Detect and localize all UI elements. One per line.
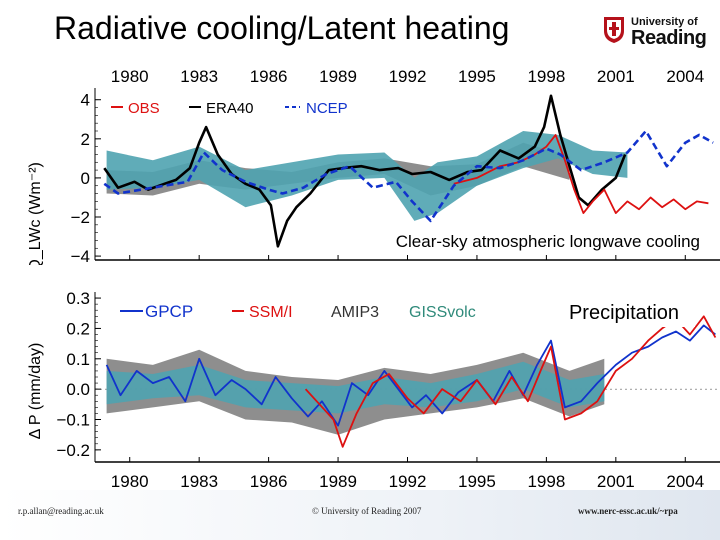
- bottom-y-tick-label-5: 0.3: [66, 289, 90, 308]
- slide-footer: r.p.allan@reading.ac.uk © University of …: [0, 490, 720, 540]
- top-y-tick-label-2: 0: [81, 169, 90, 188]
- legend-label-ncep: NCEP: [306, 100, 348, 117]
- slide-title: Radiative cooling/Latent heating: [54, 10, 510, 46]
- legend-label-era40: ERA40: [206, 100, 254, 117]
- bottom-y-tick-label-2: 0.0: [66, 380, 90, 399]
- top-x-tick-label-2001: 2001: [597, 67, 635, 86]
- top-series-ncep: [103, 129, 714, 223]
- bottom-x-tick-label-2001: 2001: [597, 472, 635, 491]
- precipitation-chart: 1980 1983 1986 1989 1992 1995 1998 2001 2004 −0.…: [27, 289, 720, 491]
- bottom-x-tick-label-1992: 1992: [389, 472, 427, 491]
- logo-line-1: University of: [631, 16, 698, 28]
- top-y-tick-label-4: 4: [81, 91, 90, 110]
- footer-email: r.p.allan@reading.ac.uk: [18, 506, 104, 516]
- bottom-x-axis-labels: 1980 1983 1986 1989 1992 1995 1998 2001 2004: [111, 472, 704, 491]
- logo-line-2: Reading: [631, 27, 707, 49]
- bottom-y-tick-label-4: 0.2: [66, 319, 90, 338]
- top-y-axis-label: Δ Q_LWc (Wm⁻²): [27, 162, 44, 265]
- top-y-tick-label-1: −2: [71, 208, 90, 227]
- top-x-tick-label-1989: 1989: [319, 67, 357, 86]
- legend-label-gissvolc: GISSvolc: [409, 304, 476, 321]
- top-x-tick-label-1980: 1980: [111, 67, 149, 86]
- bottom-x-tick-label-1989: 1989: [319, 472, 357, 491]
- bottom-series-gpcp: [105, 324, 716, 427]
- top-x-tick-label-1983: 1983: [180, 67, 218, 86]
- top-legend: OBS ERA40 NCEP: [111, 100, 348, 117]
- bottom-legend: GPCP SSM/I AMIP3 GISSvolc: [120, 302, 476, 321]
- bottom-y-tick-label-1: −0.1: [56, 411, 90, 430]
- footer-copyright: © University of Reading 2007: [312, 506, 422, 516]
- top-x-tick-label-1995: 1995: [458, 67, 496, 86]
- bottom-chart-title: Precipitation: [569, 302, 679, 324]
- top-x-tick-label-1998: 1998: [527, 67, 565, 86]
- bottom-y-tick-label-3: 0.1: [66, 350, 90, 369]
- legend-label-amip3: AMIP3: [331, 304, 379, 321]
- bottom-x-tick-label-1980: 1980: [111, 472, 149, 491]
- top-x-axis-labels: 1980 1983 1986 1989 1992 1995 1998 2001 2004: [111, 67, 704, 86]
- bottom-x-tick-label-1983: 1983: [180, 472, 218, 491]
- top-x-tick-label-1992: 1992: [389, 67, 427, 86]
- bottom-x-tick-label-2004: 2004: [666, 472, 704, 491]
- legend-label-obs: OBS: [128, 100, 160, 117]
- bottom-x-tick-label-1998: 1998: [527, 472, 565, 491]
- longwave-cooling-chart: 1980 1983 1986 1989 1992 1995 1998 2001 2004 −4 −…: [27, 67, 720, 265]
- legend-label-ssmi: SSM/I: [249, 304, 293, 321]
- university-logo: University of Reading: [603, 14, 713, 50]
- bottom-y-tick-label-0: −0.2: [56, 441, 90, 460]
- chart-title-box: [553, 295, 695, 327]
- footer-url: www.nerc-essc.ac.uk/~rpa: [578, 506, 678, 516]
- crest-icon: [604, 17, 624, 43]
- top-y-tick-label-0: −4: [71, 247, 90, 265]
- top-x-tick-label-2004: 2004: [666, 67, 704, 86]
- bottom-y-axis-label: Δ P (mm/day): [27, 343, 44, 440]
- top-chart-title: Clear-sky atmospheric longwave cooling: [396, 232, 700, 251]
- bottom-band-gissvolc: [106, 361, 605, 414]
- top-y-tick-label-3: 2: [81, 130, 90, 149]
- bottom-series-ssm-i: [304, 315, 717, 448]
- top-x-tick-label-1986: 1986: [250, 67, 288, 86]
- bottom-x-tick-label-1995: 1995: [458, 472, 496, 491]
- bottom-x-tick-label-1986: 1986: [250, 472, 288, 491]
- legend-label-gpcp: GPCP: [145, 302, 193, 321]
